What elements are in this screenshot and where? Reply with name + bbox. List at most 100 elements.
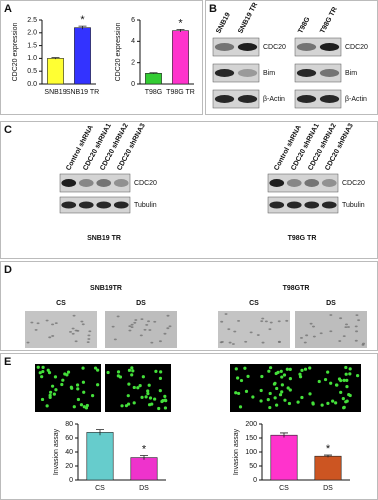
- cell: [74, 340, 78, 343]
- panel-title: T98GTR: [283, 285, 310, 292]
- significance-mark: *: [178, 17, 183, 29]
- stained-cell: [288, 388, 292, 392]
- y-tick-label: 0.0: [27, 81, 37, 88]
- stained-cell: [138, 384, 142, 388]
- cell: [153, 320, 157, 323]
- panel-frame: [0, 0, 203, 115]
- y-tick-label: 0: [131, 81, 135, 88]
- stained-cell: [147, 383, 151, 387]
- stained-cell: [46, 368, 50, 372]
- stained-cell: [75, 383, 80, 387]
- stained-cell: [234, 391, 238, 395]
- blot-label: Tubulin: [134, 202, 157, 209]
- stained-cell: [282, 373, 287, 377]
- blot-band: [296, 95, 317, 103]
- cell: [145, 323, 149, 326]
- y-tick-label: 50: [249, 463, 257, 470]
- cell: [261, 317, 265, 320]
- cell: [277, 341, 281, 344]
- stained-cell: [146, 391, 150, 396]
- stained-cell: [159, 370, 163, 374]
- stained-cell: [127, 382, 131, 386]
- stained-cell: [298, 375, 303, 379]
- stained-cell: [280, 383, 284, 387]
- stained-cell: [163, 406, 168, 410]
- blot-band: [269, 179, 285, 187]
- stained-cell: [81, 380, 86, 384]
- stained-cell: [274, 371, 278, 376]
- significance-mark: *: [80, 14, 85, 26]
- y-tick-label: 4: [131, 38, 135, 45]
- cell: [51, 335, 55, 337]
- panel-caption: SNB19 TR: [87, 235, 121, 242]
- stained-cell: [268, 366, 273, 370]
- bar: [270, 434, 298, 481]
- significance-mark: *: [326, 443, 331, 455]
- cell: [54, 322, 58, 325]
- cell: [111, 325, 115, 328]
- blot-background: [267, 196, 339, 214]
- stained-cell: [288, 367, 292, 371]
- stained-cell: [45, 404, 49, 408]
- blot-background: [267, 173, 339, 193]
- y-axis-title: CDC20 expression: [115, 23, 122, 82]
- blot-background: [59, 196, 131, 214]
- stained-cell: [160, 399, 164, 404]
- cell: [244, 340, 248, 343]
- panel-letter: E: [4, 356, 11, 368]
- stained-cell: [323, 377, 328, 382]
- cell: [71, 327, 75, 330]
- blot-band: [237, 69, 258, 77]
- blot-band: [214, 95, 235, 103]
- stained-cell: [283, 398, 287, 402]
- stained-cell: [300, 368, 304, 372]
- blot-label: Bim: [345, 70, 357, 77]
- cell: [220, 341, 224, 343]
- y-tick-label: 2.5: [27, 17, 37, 24]
- cell: [86, 341, 90, 344]
- x-tick-label: DS: [139, 485, 149, 492]
- cell: [303, 341, 307, 344]
- cell: [260, 320, 264, 323]
- significance-mark: *: [142, 443, 147, 455]
- error-bar: [140, 455, 148, 460]
- cell: [354, 339, 358, 342]
- cell: [319, 332, 323, 335]
- stained-cell: [326, 370, 330, 374]
- stained-cell: [259, 388, 263, 393]
- stained-cell: [334, 401, 338, 405]
- stained-cell: [132, 401, 136, 405]
- cell: [116, 315, 120, 318]
- stained-cell: [52, 392, 56, 396]
- stained-cell: [144, 395, 148, 399]
- stained-cell: [342, 378, 346, 382]
- error-bar: [149, 72, 158, 74]
- cell: [355, 330, 359, 333]
- cell: [261, 341, 265, 344]
- blot-band: [319, 69, 340, 77]
- cell: [139, 334, 143, 337]
- y-tick-label: 0: [253, 477, 257, 484]
- stained-cell: [131, 369, 135, 373]
- cell: [228, 341, 232, 344]
- stained-cell: [50, 384, 55, 388]
- cell: [268, 328, 272, 331]
- cell: [361, 343, 365, 346]
- micrograph: [105, 311, 177, 348]
- blot-band: [304, 201, 320, 209]
- y-tick-label: 2: [131, 60, 135, 67]
- stained-cell: [356, 374, 360, 378]
- cell: [68, 331, 72, 333]
- stained-cell: [48, 393, 52, 397]
- blot-band: [113, 179, 129, 187]
- bar: [74, 27, 91, 85]
- cell: [264, 320, 268, 323]
- blot-background: [59, 173, 131, 193]
- cell: [342, 335, 346, 338]
- stained-cell: [120, 404, 124, 408]
- stained-cell: [91, 393, 95, 398]
- stained-cell: [331, 399, 335, 403]
- stained-cell: [136, 386, 140, 390]
- blot-label: CDC20: [263, 44, 286, 51]
